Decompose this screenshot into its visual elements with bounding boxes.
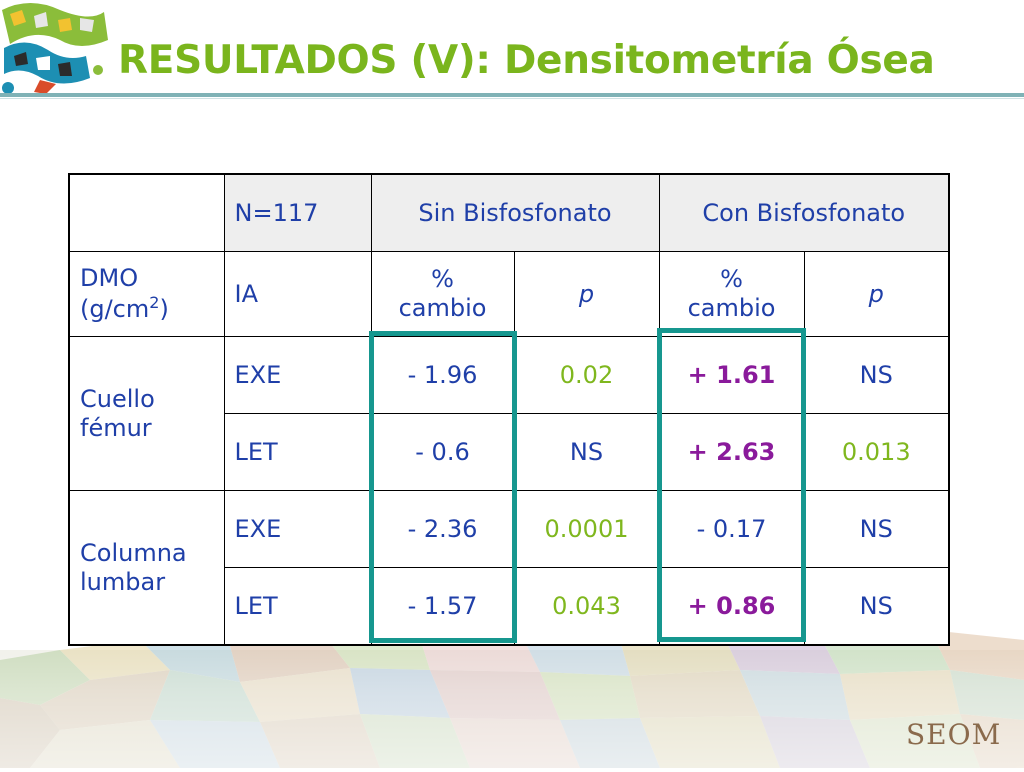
con-p-header: p (803, 251, 950, 337)
group-sin-bisfosfonato: Sin Bisfosfonato (370, 173, 660, 252)
sin-pct-cell: - 0.6 (370, 413, 515, 491)
site-columna-lumbar: Columna lumbar (68, 490, 225, 646)
cambio-text: cambio (687, 294, 776, 322)
dmo-label: DMO (g/cm2) (68, 251, 225, 337)
corner-cell (68, 173, 225, 252)
sin-pct-cell: - 2.36 (370, 490, 515, 568)
dmo-unit-close: ) (159, 295, 169, 323)
con-p-cell: NS (803, 336, 950, 414)
ia-cell: EXE (223, 490, 372, 568)
site-cuello-femur: Cuello fémur (68, 336, 225, 491)
sin-p-cell: 0.02 (513, 336, 660, 414)
page-title: RESULTADOS (V): Densitometría Ósea (118, 38, 935, 83)
con-pct-cell: + 0.86 (658, 567, 805, 646)
n-label: N=117 (223, 173, 372, 252)
con-p-cell: NS (803, 567, 950, 646)
con-p-cell: 0.013 (803, 413, 950, 491)
sin-pct-cell: - 1.57 (370, 567, 515, 646)
group-con-bisfosfonato: Con Bisfosfonato (658, 173, 950, 252)
sin-p-cell: 0.043 (513, 567, 660, 646)
ia-cell: LET (223, 567, 372, 646)
site-line: fémur (80, 413, 152, 442)
sin-p-cell: NS (513, 413, 660, 491)
sin-p-cell: 0.0001 (513, 490, 660, 568)
ia-cell: LET (223, 413, 372, 491)
title-divider (0, 93, 1024, 97)
pct-symbol: % (431, 265, 454, 294)
table-row: Cuello fémur EXE - 1.96 0.02 + 1.61 NS (68, 336, 950, 491)
mosaic-lizard-logo (0, 0, 110, 95)
site-line: Columna (80, 538, 187, 567)
table-row: Columna lumbar EXE - 2.36 0.0001 - 0.17 … (68, 490, 950, 646)
dmo-unit-exponent: 2 (149, 293, 160, 312)
table-row: LET - 1.57 0.043 + 0.86 NS (69, 567, 950, 646)
sin-p-header: p (513, 251, 660, 337)
ia-cell: EXE (223, 336, 372, 414)
sin-pct-cell: - 1.96 (370, 336, 515, 414)
header-row-columns: DMO (g/cm2) IA % cambio p % cambio p (68, 251, 950, 337)
table-row: LET - 0.6 NS + 2.63 0.013 (69, 413, 950, 491)
con-pct-cell: - 0.17 (658, 490, 805, 568)
site-line: Cuello (80, 384, 155, 413)
cambio-text: cambio (398, 294, 487, 322)
title-divider-thin (0, 98, 1024, 99)
sin-pct-cambio-header: % cambio (370, 251, 515, 337)
ia-label: IA (223, 251, 372, 337)
con-pct-cambio-header: % cambio (658, 251, 805, 337)
con-pct-cell: + 1.61 (658, 336, 805, 414)
dmo-unit: (g/cm (80, 295, 150, 323)
site-line: lumbar (80, 567, 166, 596)
seom-brand-logo: SEOM (906, 718, 1002, 751)
header-row-groups: N=117 Sin Bisfosfonato Con Bisfosfonato (68, 173, 950, 252)
con-p-cell: NS (803, 490, 950, 568)
con-pct-cell: + 2.63 (658, 413, 805, 491)
pct-symbol: % (720, 265, 743, 294)
dmo-text: DMO (80, 264, 139, 293)
results-table: N=117 Sin Bisfosfonato Con Bisfosfonato … (68, 173, 950, 646)
